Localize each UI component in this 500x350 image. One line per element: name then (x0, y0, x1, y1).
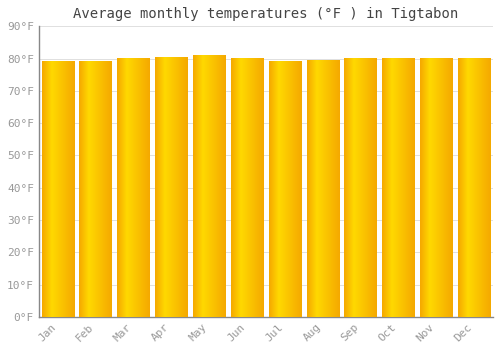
Title: Average monthly temperatures (°F ) in Tigtabon: Average monthly temperatures (°F ) in Ti… (74, 7, 458, 21)
